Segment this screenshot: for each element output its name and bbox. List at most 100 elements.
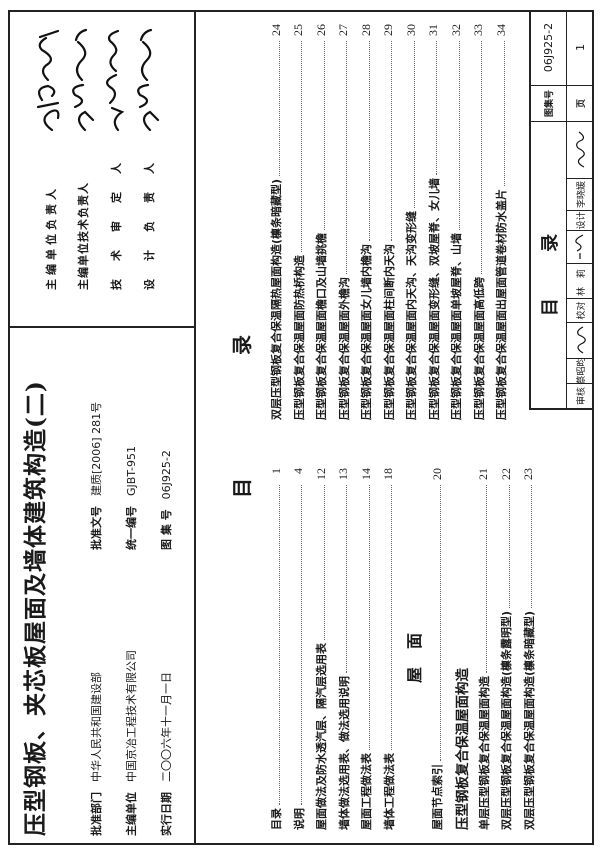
signature	[36, 29, 60, 132]
dot-leader	[531, 485, 533, 608]
toc-item[interactable]: 双层压型钢板复合保温屋面构造(檩条露明型) 22	[495, 468, 518, 830]
info-value: 中华人民共和国建设部	[90, 672, 103, 782]
dot-leader	[301, 485, 303, 805]
toc-item[interactable]: 压型钢板复合保温屋面防热桥构造 25	[288, 24, 311, 420]
checker-signature	[566, 230, 594, 263]
info-value: GJBT-951	[125, 446, 138, 496]
toc-item[interactable]: 压型钢板复合保温屋面变形缝、双坡屋脊、女儿墙 31	[423, 24, 446, 420]
toc-item[interactable]: 压型钢板复合保温屋面出屋面管道卷材防水盖片 34	[490, 24, 513, 420]
toc-item-page: 33	[471, 24, 486, 36]
toc-item[interactable]: 屋面做法及防水透汽层、隔汽层选用表 12	[310, 468, 333, 830]
toc-item[interactable]: 压型钢板复合保温屋面女儿墙内檐沟 28	[355, 24, 378, 420]
info-row: 主编单位 中国京冶工程技术有限公司	[123, 650, 139, 836]
toc-heading-right: 录	[230, 335, 254, 355]
page-label: 页	[566, 85, 594, 121]
signature-role: 设计负责人	[143, 145, 156, 290]
toc-item-title: 说明	[292, 808, 306, 830]
divider	[194, 10, 196, 845]
toc-item[interactable]: 压型钢板复合保温屋面柱间断内天沟 29	[378, 24, 401, 420]
dot-leader	[436, 41, 438, 175]
signature	[106, 29, 125, 132]
title-block: 目 录 图集号 06J925-2 审核 蔡昭昀 校对 林 莉 设计 李晓媛 页 …	[529, 10, 594, 410]
toc-item-page: 25	[291, 24, 306, 36]
toc-item[interactable]: 目录 1	[265, 468, 288, 830]
signature-role: 技术审定人	[110, 145, 123, 290]
info-label: 批准部门	[90, 792, 103, 836]
toc-item-page: 27	[336, 24, 351, 36]
toc-item-page: 32	[448, 24, 463, 36]
info-row: 统一编号 GJBT-951	[123, 446, 139, 550]
design-label: 设计	[566, 210, 594, 230]
toc-item[interactable]: 压型钢板复合保温屋面单坡屋脊、山墙 32	[445, 24, 468, 420]
toc-item-title: 屋面做法及防水透汽层、隔汽层选用表	[315, 643, 329, 830]
sheet-title: 目 录	[531, 121, 566, 408]
check-label: 校对	[566, 298, 594, 322]
designer-name: 李晓媛	[566, 178, 594, 210]
toc-item-page: 24	[268, 24, 283, 36]
toc-item-page: 4	[291, 468, 306, 474]
toc-item-title: 目录	[270, 808, 284, 830]
toc-heading-left: 目	[230, 478, 254, 498]
toc-item-page: 14	[358, 468, 373, 480]
reviewer-signature	[566, 322, 594, 358]
toc-item-page: 22	[498, 468, 513, 480]
toc-item[interactable]: 压型钢板复合保温屋面内天沟、天沟变形缝 30	[400, 24, 423, 420]
toc-subheading: 压型钢板复合保温屋面构造	[454, 668, 471, 830]
toc-item-title: 压型钢板复合保温屋面外檐沟	[337, 277, 351, 420]
info-row: 图 集 号 06J925-2	[158, 450, 174, 550]
signature	[577, 326, 586, 355]
toc-right-column: 双层压型钢板复合保温隔热屋面构造(檩条暗藏型) 24 压型钢板复合保温屋面防热桥构…	[265, 24, 513, 420]
info-row: 批准文号 建质[2006] 281号	[88, 402, 104, 550]
toc-item-page: 12	[313, 468, 328, 480]
info-value: 06J925-2	[160, 450, 173, 500]
signature	[72, 28, 95, 132]
info-label: 主编单位	[125, 792, 138, 836]
toc-item[interactable]: 压型钢板复合保温屋面高低跨 33	[468, 24, 491, 420]
toc-item[interactable]: 双层压型钢板复合保温屋面构造(檩条暗藏型) 23	[518, 468, 541, 830]
checker-name: 林 莉	[566, 263, 594, 298]
dot-leader	[346, 41, 348, 274]
toc-item[interactable]: 说明 4	[288, 468, 311, 830]
toc-item-page: 26	[313, 24, 328, 36]
toc-item-page: 31	[426, 24, 441, 36]
info-value: 二〇〇六年十一月一日	[160, 672, 173, 782]
toc-item-page: 21	[476, 468, 491, 480]
toc-item-page: 34	[493, 24, 508, 36]
divider	[8, 326, 195, 328]
dot-leader	[439, 485, 441, 761]
toc-item[interactable]: 双层压型钢板复合保温隔热屋面构造(檩条暗藏型) 24	[265, 24, 288, 420]
toc-item[interactable]: 墙体做法选用表、做法选用说明 13	[333, 468, 356, 830]
atlas-number: 06J925-2	[542, 22, 555, 73]
signature	[137, 28, 160, 132]
title-block-row: 目 录 图集号 06J925-2	[531, 10, 567, 408]
dot-leader	[503, 41, 505, 186]
toc-item-page: 30	[403, 24, 418, 36]
toc-item[interactable]: 压型钢板复合保温屋面檐口及山墙挑檐 26	[310, 24, 333, 420]
toc-item[interactable]: 屋面工程做法表 14	[355, 468, 378, 830]
review-label: 审核	[566, 383, 594, 408]
toc-item-title: 压型钢板复合保温屋面出屋面管道卷材防水盖片	[495, 189, 509, 420]
toc-item-page: 18	[381, 468, 396, 480]
toc-item[interactable]: 墙体工程做法表 18	[378, 468, 401, 830]
page-number: 1	[573, 44, 587, 51]
dot-leader	[481, 41, 483, 274]
toc-item-title: 墙体工程做法表	[382, 753, 396, 830]
dot-leader	[323, 41, 325, 230]
toc-item-page: 28	[358, 24, 373, 36]
toc-item-title: 墙体做法选用表、做法选用说明	[337, 676, 351, 830]
toc-item-page: 20	[429, 468, 444, 480]
info-value: 中国京冶工程技术有限公司	[125, 650, 138, 782]
toc-item-page: 29	[381, 24, 396, 36]
info-label: 图 集 号	[160, 509, 173, 550]
dot-leader	[301, 41, 303, 252]
toc-item[interactable]: 屋面节点索引 20	[426, 468, 449, 830]
dot-leader	[278, 485, 280, 805]
toc-item-title: 压型钢板复合保温屋面高低跨	[472, 277, 486, 420]
info-row: 批准部门 中华人民共和国建设部	[88, 672, 104, 836]
signature-role: 主编单位负责人	[45, 185, 58, 290]
toc-item-title: 屋面节点索引	[431, 764, 445, 830]
toc-item[interactable]: 压型钢板复合保温屋面外檐沟 27	[333, 24, 356, 420]
toc-item[interactable]: 单层压型钢板复合保温屋面构造 21	[473, 468, 496, 830]
dot-leader	[391, 41, 393, 241]
